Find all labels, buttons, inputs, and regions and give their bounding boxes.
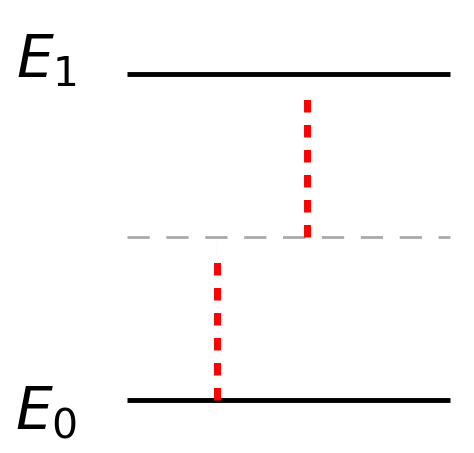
Text: $E_1$: $E_1$ — [16, 33, 77, 90]
Text: $E_0$: $E_0$ — [15, 385, 77, 442]
